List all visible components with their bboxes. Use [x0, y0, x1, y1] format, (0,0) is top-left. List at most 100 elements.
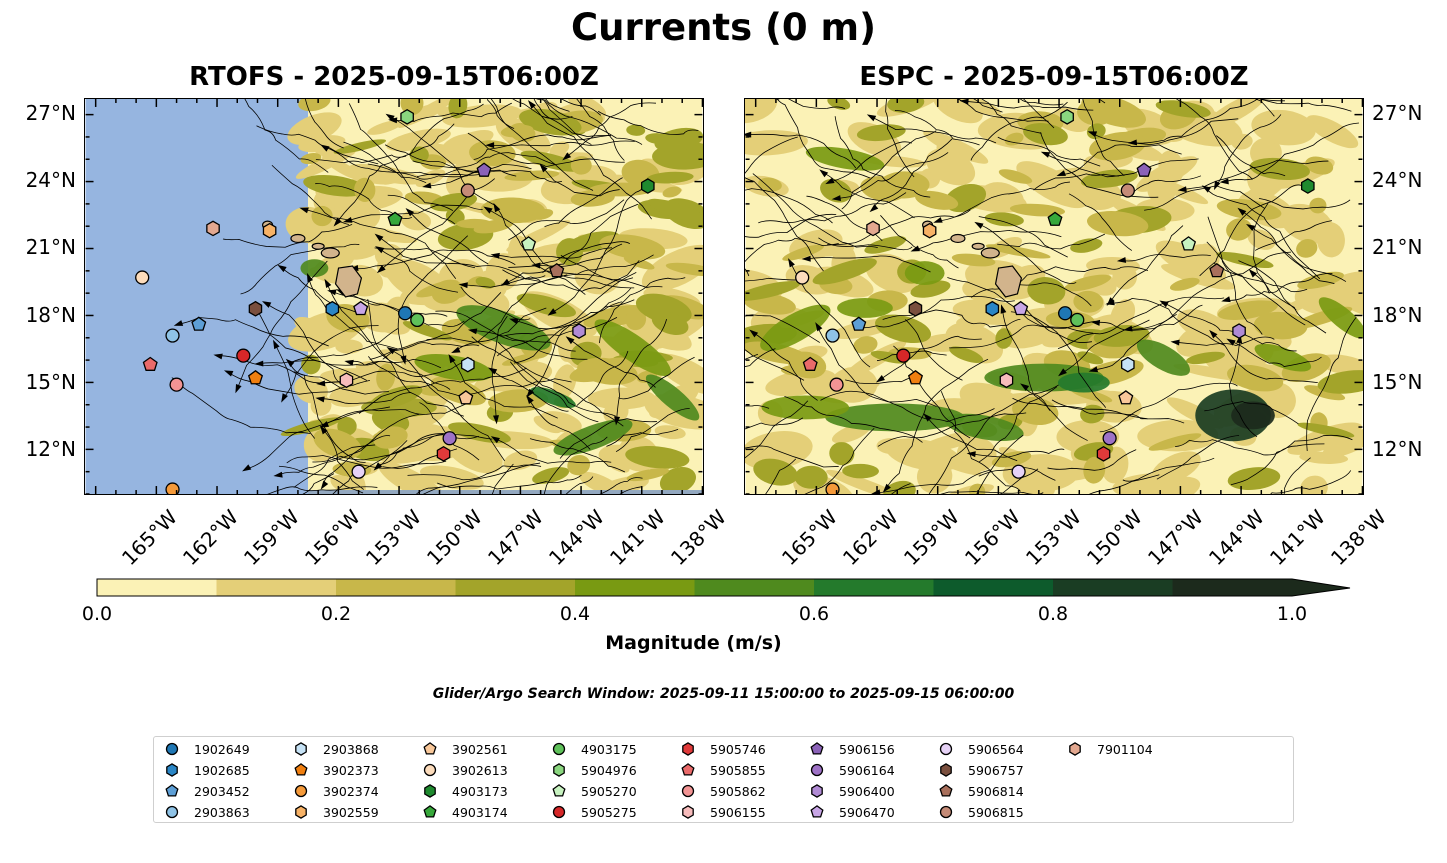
lon-label: 159°W: [239, 505, 305, 571]
legend-item: 5906164: [809, 760, 895, 780]
lon-label: 162°W: [178, 505, 244, 571]
legend-label: 5906814: [968, 783, 1024, 799]
espc-platform-5906155: [999, 372, 1014, 389]
pentagon-marker-icon: [165, 784, 179, 797]
hexagon-marker-icon: [553, 763, 565, 777]
colorbar: [96, 578, 1351, 597]
espc-platform-4903173: [1300, 178, 1315, 194]
espc-platform-5906470: [1013, 300, 1029, 316]
legend-item: 3902373: [293, 760, 379, 780]
legend-marker: [552, 742, 566, 756]
legend-item: 5905855: [680, 760, 766, 780]
legend-marker: [295, 805, 307, 819]
espc-platform-3902559: [922, 222, 937, 239]
pentagon-marker-icon: [423, 805, 437, 818]
current-magnitude-field: [280, 99, 703, 494]
lon-label: 144°W: [543, 505, 610, 571]
lat-label-left: 27°N: [25, 100, 76, 125]
espc-platform-5906815: [1120, 183, 1135, 198]
legend-item: 5906564: [938, 739, 1024, 759]
pentagon-marker-icon: [681, 763, 695, 776]
legend-label: 4903175: [581, 741, 637, 757]
hawaiian-islands: [262, 220, 363, 298]
legend-marker: [811, 784, 823, 798]
no-data-region: [85, 99, 309, 494]
espc-platform-7901104: [866, 220, 880, 237]
lat-label-left: 24°N: [25, 167, 76, 192]
legend-item: 5906400: [809, 781, 895, 801]
legend-marker: [552, 805, 566, 819]
search-window-text: Glider/Argo Search Window: 2025-09-11 15…: [432, 686, 1015, 702]
colorbar-segment: [1053, 579, 1173, 596]
rtofs-platform-2903863: [165, 328, 180, 343]
espc-platform-5904976: [1060, 108, 1074, 125]
lat-label-left: 18°N: [25, 302, 76, 327]
pentagon-marker-icon: [552, 784, 566, 797]
rtofs-platform-5906400: [572, 323, 586, 339]
lat-label-left: 21°N: [25, 235, 76, 260]
legend-marker: [940, 763, 952, 777]
legend-item: 3902613: [422, 760, 508, 780]
legend-label: 5904976: [581, 762, 637, 778]
legend-label: 5906470: [839, 804, 895, 820]
rtofs-platform-5906155: [339, 372, 354, 389]
legend-marker: [681, 763, 695, 776]
circle-marker-icon: [165, 805, 179, 819]
legend-label: 3902374: [323, 783, 379, 799]
colorbar-segment: [1172, 579, 1293, 596]
current-magnitude-field: [745, 99, 1363, 494]
pentagon-marker-icon: [810, 742, 824, 755]
legend-marker: [682, 805, 694, 819]
colorbar-segment: [814, 579, 934, 596]
rtofs-platform-5906164: [442, 431, 457, 446]
pentagon-marker-icon: [294, 763, 308, 776]
colorbar-tick-label: 0.4: [559, 603, 591, 625]
circle-marker-icon: [681, 784, 695, 798]
espc-platform-5906400: [1232, 323, 1246, 339]
legend-label: 1902685: [194, 762, 250, 778]
legend-item: 5906156: [809, 739, 895, 759]
streamlines: [745, 99, 1359, 494]
hexagon-marker-icon: [1069, 742, 1081, 756]
legend-marker: [553, 763, 565, 777]
rtofs-platform-2903868: [461, 356, 475, 373]
espc-platform-3902561: [1118, 390, 1134, 405]
espc-platform-1902649: [1058, 306, 1073, 321]
legend-label: 5905275: [581, 804, 637, 820]
circle-marker-icon: [294, 784, 308, 798]
bottom-nodata-strip: [308, 490, 703, 494]
lon-label: 156°W: [960, 505, 1026, 571]
hexagon-marker-icon: [166, 763, 178, 777]
legend-label: 2903868: [323, 741, 379, 757]
espc-platform-2903452: [851, 316, 867, 331]
legend-marker: [810, 805, 824, 818]
pentagon-marker-icon: [423, 742, 437, 755]
espc-platform-5905275: [896, 348, 911, 363]
colorbar-tick-label: 0.6: [798, 603, 830, 625]
legend-marker: [1069, 742, 1081, 756]
legend-item: 7901104: [1067, 739, 1153, 759]
legend-label: 4903174: [452, 804, 508, 820]
espc-platform-5906164: [1102, 431, 1117, 446]
legend-label: 2903863: [194, 804, 250, 820]
legend-label: 5906155: [710, 804, 766, 820]
espc-platform-5906814: [1209, 262, 1225, 278]
legend-item: 5906814: [938, 781, 1024, 801]
lon-label: 144°W: [1203, 505, 1270, 571]
espc-platform-3902374: [825, 482, 840, 494]
legend-item: 5904976: [551, 760, 637, 780]
circle-marker-icon: [552, 805, 566, 819]
legend-marker: [166, 763, 178, 777]
hexagon-marker-icon: [682, 805, 694, 819]
lon-label: 147°W: [1143, 505, 1209, 571]
rtofs-platform-5906757: [248, 300, 263, 317]
hexagon-marker-icon: [811, 784, 823, 798]
circle-marker-icon: [939, 805, 953, 819]
rtofs-platform-3902613: [135, 270, 150, 285]
colorbar-segment: [455, 579, 576, 596]
lon-label: 165°W: [117, 505, 183, 571]
rtofs-platform-5906156: [476, 162, 492, 177]
legend-marker: [165, 805, 179, 819]
hexagon-marker-icon: [295, 805, 307, 819]
espc-platform-2903868: [1121, 356, 1135, 373]
